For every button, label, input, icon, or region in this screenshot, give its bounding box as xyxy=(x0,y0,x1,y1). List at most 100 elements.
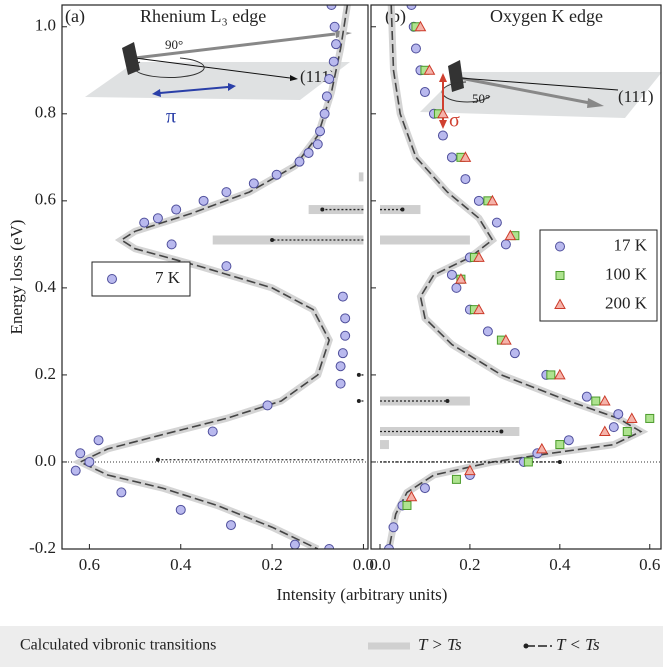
plot-area xyxy=(371,5,661,549)
point xyxy=(486,194,499,206)
point xyxy=(84,456,95,467)
point xyxy=(536,442,548,454)
panel-title: Rhenium L₃ edge xyxy=(140,6,266,26)
point xyxy=(419,483,430,494)
point xyxy=(324,73,335,84)
x-tick-label: 0.6 xyxy=(79,555,100,574)
point xyxy=(459,151,472,162)
transition-end xyxy=(270,238,275,243)
point xyxy=(139,217,150,228)
x-tick-label: 0.6 xyxy=(639,555,660,574)
point xyxy=(464,464,476,476)
point xyxy=(335,378,346,389)
point xyxy=(248,178,259,189)
fit-line xyxy=(388,5,643,549)
point xyxy=(405,490,418,502)
point xyxy=(198,195,209,206)
transition-end xyxy=(155,457,160,462)
y-tick-label: 0.2 xyxy=(35,364,56,383)
transition-bar xyxy=(308,205,364,215)
transition-legend-title: Calculated vibronic transitions xyxy=(20,637,216,654)
point xyxy=(315,126,326,137)
point xyxy=(555,440,565,450)
point xyxy=(598,425,611,436)
point xyxy=(482,326,493,337)
point xyxy=(328,56,339,67)
point xyxy=(419,87,430,98)
point xyxy=(437,107,449,119)
point xyxy=(75,448,86,459)
transition-end xyxy=(356,372,361,377)
x-tick-label: 0.2 xyxy=(459,555,480,574)
point xyxy=(262,400,273,411)
point xyxy=(500,334,512,345)
point xyxy=(414,20,427,32)
transition-end xyxy=(557,459,562,464)
point xyxy=(329,21,340,32)
point xyxy=(504,229,517,241)
point xyxy=(546,370,556,380)
point xyxy=(473,251,485,262)
y-tick-label: 0.0 xyxy=(35,451,56,470)
point xyxy=(613,409,624,420)
inset-b xyxy=(420,60,662,129)
point xyxy=(289,539,300,549)
point xyxy=(509,348,520,359)
point xyxy=(383,544,394,549)
inset-a xyxy=(85,30,352,100)
point xyxy=(171,204,182,215)
fit-line xyxy=(78,5,349,549)
point xyxy=(335,361,346,372)
point xyxy=(326,5,337,10)
transition-end xyxy=(445,399,450,404)
point xyxy=(446,152,457,163)
plot-area xyxy=(62,5,368,549)
point xyxy=(451,474,461,484)
point xyxy=(337,291,348,302)
transition-bar xyxy=(379,235,470,245)
x-tick-label: 0.4 xyxy=(170,555,192,574)
legend-label: 100 K xyxy=(605,264,648,283)
point xyxy=(319,108,330,119)
point xyxy=(207,426,218,437)
legend-band xyxy=(0,626,663,667)
x-axis-label: Intensity (arbitrary units) xyxy=(277,585,448,604)
y-tick-label: 0.6 xyxy=(35,190,56,209)
direction-label: (111) xyxy=(618,87,654,106)
legend-label: T < Ts xyxy=(556,635,600,654)
point xyxy=(563,435,574,446)
x-tick-label: 0.2 xyxy=(261,555,282,574)
transition-bar xyxy=(379,440,389,450)
point xyxy=(340,313,351,324)
point xyxy=(625,412,638,423)
transition-bar xyxy=(212,235,364,245)
transition-end xyxy=(320,207,325,212)
point xyxy=(581,391,592,402)
legend-label: 7 K xyxy=(155,268,181,287)
point xyxy=(337,348,348,359)
point xyxy=(491,217,502,228)
y-tick-label: 0.8 xyxy=(35,103,56,122)
point xyxy=(116,487,127,498)
plot-frame xyxy=(370,4,662,550)
polarization-label: π xyxy=(166,106,176,128)
point xyxy=(294,156,305,167)
transition-end xyxy=(499,429,504,434)
x-tick-label: 0.0 xyxy=(353,555,374,574)
point xyxy=(608,422,619,433)
transition-bar xyxy=(358,172,364,182)
point xyxy=(340,330,351,341)
point xyxy=(388,522,399,533)
point xyxy=(591,396,601,406)
legend-marker xyxy=(555,271,565,280)
point xyxy=(406,5,417,10)
point xyxy=(70,465,81,476)
y-tick-label: -0.2 xyxy=(29,538,56,557)
point xyxy=(221,261,232,272)
panel-title: Oxygen K edge xyxy=(490,6,603,26)
angle-label: 50° xyxy=(472,91,490,106)
y-axis-label: Energy loss (eV) xyxy=(7,220,26,335)
point xyxy=(312,139,323,150)
x-tick-label: 0.4 xyxy=(549,555,571,574)
